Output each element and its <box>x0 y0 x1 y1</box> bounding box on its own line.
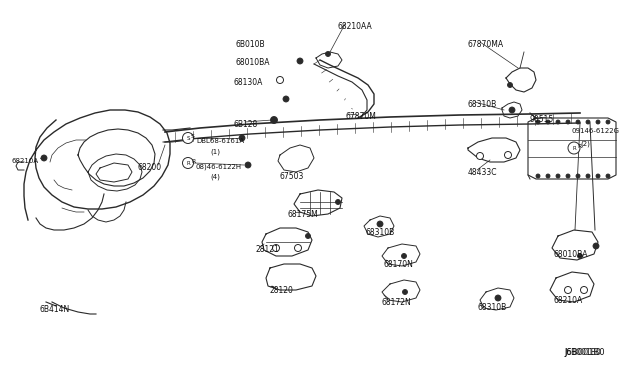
Circle shape <box>508 83 513 87</box>
Circle shape <box>401 253 406 259</box>
Text: (4): (4) <box>210 173 220 180</box>
Circle shape <box>564 286 572 294</box>
Circle shape <box>182 132 193 144</box>
Circle shape <box>536 120 540 124</box>
Text: 6B128: 6B128 <box>233 120 257 129</box>
Circle shape <box>576 120 580 124</box>
Text: 68010BA: 68010BA <box>236 58 271 67</box>
Circle shape <box>580 286 588 294</box>
Text: 67503: 67503 <box>280 172 305 181</box>
Text: 28120: 28120 <box>269 286 293 295</box>
Circle shape <box>568 142 580 154</box>
Circle shape <box>283 96 289 102</box>
Text: 68175M: 68175M <box>288 210 319 219</box>
Text: 90515: 90515 <box>530 115 554 124</box>
Circle shape <box>271 116 278 124</box>
Text: 48433C: 48433C <box>468 168 497 177</box>
Circle shape <box>509 107 515 113</box>
Text: 68310B: 68310B <box>365 228 394 237</box>
Circle shape <box>576 174 580 178</box>
Circle shape <box>276 77 284 83</box>
Text: 28121: 28121 <box>255 245 279 254</box>
Circle shape <box>556 174 560 178</box>
Text: 68200: 68200 <box>138 163 162 172</box>
Text: 68170N: 68170N <box>384 260 414 269</box>
Text: J6B001B0: J6B001B0 <box>564 348 601 357</box>
Circle shape <box>335 199 340 205</box>
Circle shape <box>546 174 550 178</box>
Circle shape <box>305 234 310 238</box>
Circle shape <box>546 120 550 124</box>
Text: 68130A: 68130A <box>233 78 262 87</box>
Circle shape <box>566 120 570 124</box>
Text: 68210AA: 68210AA <box>338 22 372 31</box>
Text: 09146-6122G: 09146-6122G <box>572 128 620 134</box>
Circle shape <box>297 58 303 64</box>
Circle shape <box>377 221 383 227</box>
Circle shape <box>477 153 483 160</box>
Text: 08)46-6122H: 08)46-6122H <box>196 163 242 170</box>
Circle shape <box>41 155 47 161</box>
Text: (2): (2) <box>580 140 590 147</box>
Circle shape <box>182 157 193 169</box>
Text: 6B414N: 6B414N <box>40 305 70 314</box>
Text: 68210A: 68210A <box>12 158 39 164</box>
Text: R: R <box>577 144 581 148</box>
Circle shape <box>566 174 570 178</box>
Text: (1): (1) <box>210 148 220 154</box>
Circle shape <box>596 174 600 178</box>
Circle shape <box>326 51 330 57</box>
Text: R: R <box>186 160 190 166</box>
Circle shape <box>245 162 251 168</box>
Circle shape <box>504 151 511 158</box>
Text: R: R <box>572 145 576 151</box>
Circle shape <box>556 120 560 124</box>
Text: 68210A: 68210A <box>554 296 583 305</box>
Text: R: R <box>191 158 195 164</box>
Text: S: S <box>186 135 189 141</box>
Circle shape <box>586 120 590 124</box>
Circle shape <box>593 243 599 249</box>
Circle shape <box>577 253 582 259</box>
Circle shape <box>596 120 600 124</box>
Text: 68310B: 68310B <box>478 303 508 312</box>
Circle shape <box>495 295 501 301</box>
Circle shape <box>239 135 245 141</box>
Text: DBL68-6161A: DBL68-6161A <box>196 138 244 144</box>
Text: 67870M: 67870M <box>345 112 376 121</box>
Circle shape <box>606 120 610 124</box>
Text: S: S <box>191 134 195 138</box>
Text: 68010BA: 68010BA <box>554 250 589 259</box>
Circle shape <box>586 174 590 178</box>
Circle shape <box>403 289 408 295</box>
Text: J6B001B0: J6B001B0 <box>564 348 605 357</box>
Circle shape <box>273 244 280 251</box>
Text: 67870MA: 67870MA <box>468 40 504 49</box>
Text: 6B010B: 6B010B <box>236 40 266 49</box>
Text: 68172N: 68172N <box>382 298 412 307</box>
Circle shape <box>606 174 610 178</box>
Text: 68310B: 68310B <box>468 100 497 109</box>
Circle shape <box>536 174 540 178</box>
Circle shape <box>294 244 301 251</box>
